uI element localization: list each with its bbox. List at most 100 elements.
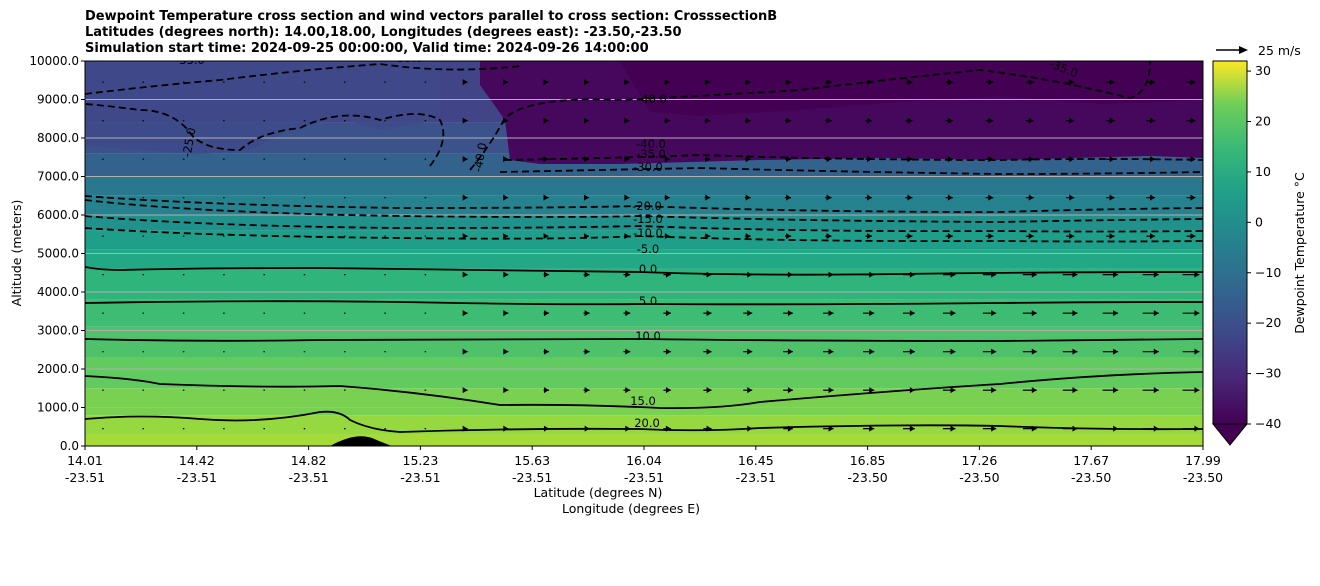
x-tick-lon: -23.51 — [65, 470, 105, 485]
y-tick-label: 6000.0 — [37, 208, 79, 222]
contour-label: -40.0 — [637, 92, 667, 106]
wind-vector-head — [745, 117, 751, 124]
wind-vector-head — [1113, 348, 1119, 355]
wind-vector-head — [745, 156, 751, 163]
x-tick-lon: -23.51 — [512, 470, 552, 485]
colorbar-tick-label: −30 — [1255, 366, 1281, 381]
wind-vector-head — [503, 194, 509, 201]
wind-vector-head — [786, 117, 792, 124]
wind-vector-head — [543, 117, 549, 124]
wind-vector-head — [1072, 271, 1078, 278]
y-tick-label: 3000.0 — [37, 324, 79, 338]
terrain — [330, 436, 392, 446]
wind-vector-head — [947, 156, 953, 163]
wind-vector-head — [1109, 117, 1115, 124]
chart-title-line-1: Dewpoint Temperature cross section and w… — [85, 9, 778, 24]
colorbar-tick-label: 30 — [1255, 63, 1271, 78]
wind-vector-head — [1072, 387, 1078, 394]
x-tick-lon: -23.51 — [177, 470, 217, 485]
wind-vector-head — [462, 79, 468, 86]
color-band — [85, 195, 1203, 215]
wind-vector-head — [1028, 194, 1034, 201]
wind-vector-head — [947, 117, 953, 124]
wind-vector-head — [1069, 117, 1075, 124]
wind-vector-head — [991, 348, 997, 355]
wind-vector-head — [1031, 310, 1037, 317]
wind-vector-head — [625, 310, 631, 317]
y-tick-label: 2000.0 — [37, 362, 79, 376]
wind-vector-head — [625, 425, 631, 432]
wind-vector-head — [826, 117, 832, 124]
x-tick-lat: 17.99 — [1185, 453, 1221, 468]
x-axis-label-lat: Latitude (degrees N) — [534, 485, 663, 500]
x-tick-lon: -23.50 — [847, 470, 887, 485]
x-tick-lat: 14.82 — [291, 453, 327, 468]
wind-vector-head — [867, 194, 873, 201]
x-tick-lat: 14.01 — [67, 453, 103, 468]
wind-vector-head — [1028, 117, 1034, 124]
contour-label: -40.0 — [471, 141, 490, 173]
y-axis-label: Altitude (meters) — [9, 200, 24, 307]
color-band — [85, 176, 1203, 196]
wind-vector-head — [543, 310, 549, 317]
wind-vector-head — [1072, 348, 1078, 355]
x-tick-lat: 15.23 — [403, 453, 439, 468]
color-band — [85, 388, 1203, 416]
wind-vector-head — [1153, 310, 1159, 317]
contour-label: -40.0 — [636, 137, 666, 151]
wind-vector-head — [706, 310, 712, 317]
wind-vector-head — [747, 348, 753, 355]
contour-label: -5.0 — [637, 242, 659, 256]
x-tick-lon: -23.50 — [1183, 470, 1223, 485]
wind-vector-head — [909, 271, 915, 278]
wind-vector-head — [584, 425, 590, 432]
wind-vector-head — [705, 156, 711, 163]
x-tick-lon: -23.51 — [400, 470, 440, 485]
colorbar-extend-min — [1211, 423, 1249, 446]
wind-vector-head — [1031, 387, 1037, 394]
wind-vector-head — [543, 348, 549, 355]
contour-label: 0.0 — [639, 262, 657, 276]
wind-vector-head — [1069, 156, 1075, 163]
wind-vector-head — [1031, 271, 1037, 278]
wind-vector-head — [1194, 348, 1200, 355]
wind-vector-head — [503, 79, 509, 86]
wind-vector-head — [664, 233, 670, 240]
wind-vector-head — [869, 348, 875, 355]
colorbar-tick-label: −20 — [1255, 315, 1281, 330]
y-tick-label: 10000.0 — [29, 54, 79, 68]
y-tick-label: 9000.0 — [37, 93, 79, 107]
wind-vector-head — [664, 79, 670, 86]
wind-vector-head — [1190, 194, 1196, 201]
wind-vector-head — [462, 194, 468, 201]
wind-vector-head — [867, 233, 873, 240]
contour-label: -15.0 — [633, 212, 663, 226]
color-band — [85, 434, 1203, 446]
wind-vector-head — [1153, 425, 1159, 432]
chart-title-line-3: Simulation start time: 2024-09-25 00:00:… — [85, 41, 649, 56]
wind-vector-head — [745, 79, 751, 86]
wind-vector-head — [1113, 425, 1119, 432]
wind-vector-head — [1150, 117, 1156, 124]
wind-vector-head — [624, 233, 630, 240]
contour-label: -30.0 — [633, 160, 663, 174]
y-tick-label: 8000.0 — [37, 131, 79, 145]
wind-vector-head — [1109, 79, 1115, 86]
contour-line-solid — [85, 300, 1203, 306]
wind-vector-head — [625, 387, 631, 394]
contour-line-dashed — [85, 63, 521, 95]
wind-vector-head — [462, 117, 468, 124]
wind-vector-head — [503, 348, 509, 355]
x-tick-lat: 16.04 — [626, 453, 662, 468]
contour-label: -20.0 — [632, 199, 662, 213]
wind-vector-head — [462, 156, 468, 163]
wind-vector-head — [909, 387, 915, 394]
contour-label: 10.0 — [635, 329, 661, 343]
wind-vector-head — [947, 79, 953, 86]
wind-vector-head — [1109, 194, 1115, 201]
wind-vector-head — [625, 271, 631, 278]
wind-vector-head — [706, 425, 712, 432]
contour-label: 5.0 — [639, 294, 657, 308]
contour-label: -35.0 — [636, 147, 666, 161]
contour-label: -10.0 — [633, 226, 663, 240]
